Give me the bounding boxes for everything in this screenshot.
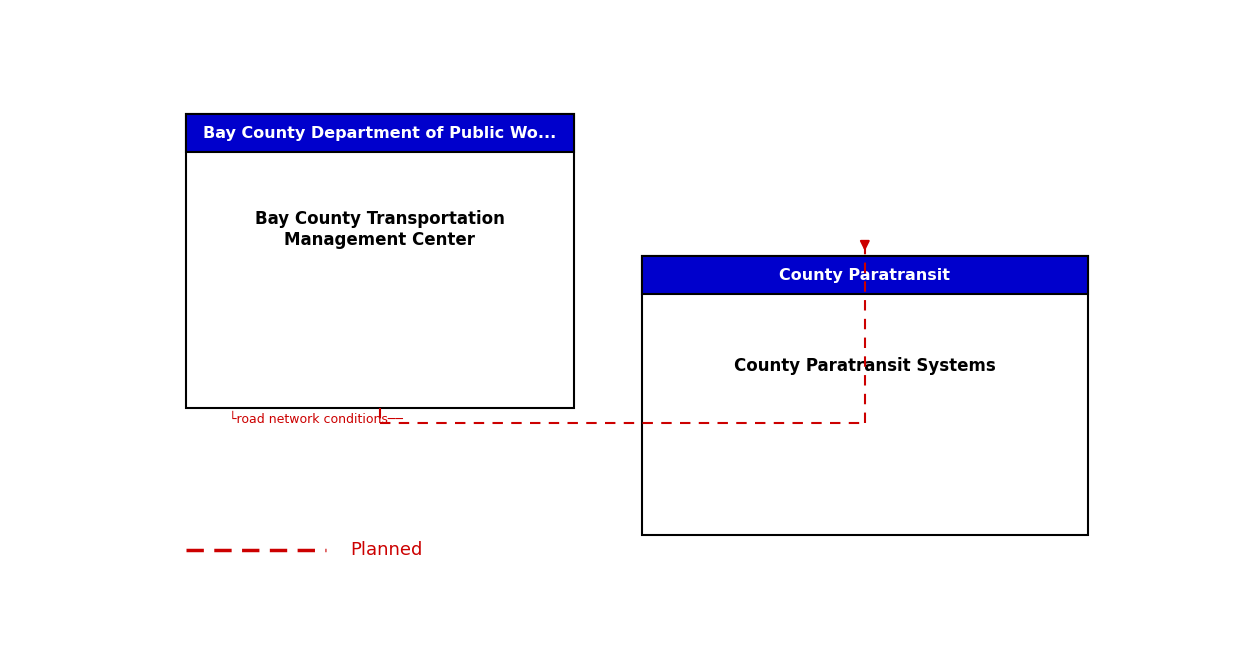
Text: Bay County Transportation
Management Center: Bay County Transportation Management Cen… [254,210,505,249]
Text: └road network conditions──: └road network conditions── [229,413,403,426]
Text: County Paratransit Systems: County Paratransit Systems [734,357,995,376]
Text: Planned: Planned [351,541,423,559]
Bar [641,257,1088,294]
Text: Bay County Department of Public Wo...: Bay County Department of Public Wo... [203,126,556,141]
Text: County Paratransit: County Paratransit [779,268,950,283]
Bar [641,256,1088,535]
Bar [185,114,573,153]
Bar [185,114,573,408]
